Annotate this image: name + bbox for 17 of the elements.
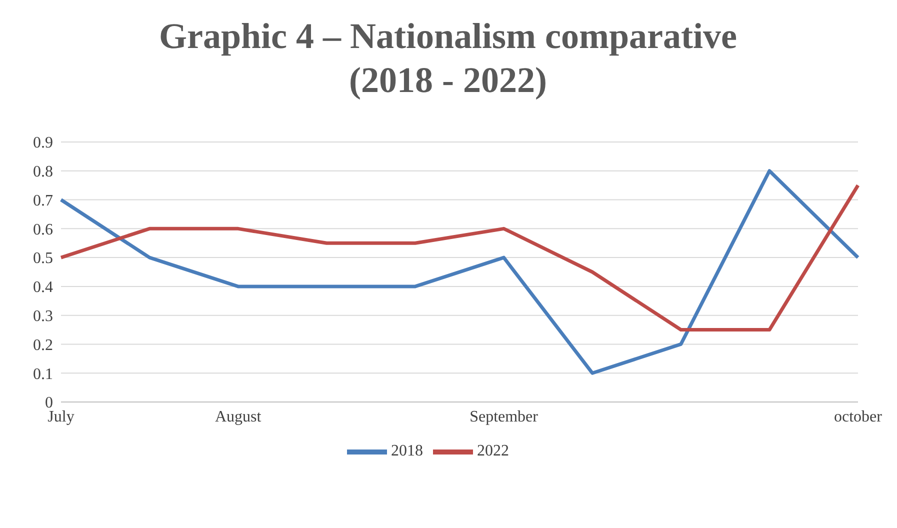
- legend-label: 2022: [477, 442, 509, 460]
- y-tick-label: 0.1: [33, 366, 53, 383]
- x-tick-label: August: [214, 408, 262, 426]
- y-tick-label: 0.7: [33, 192, 53, 210]
- x-tick-label: october: [834, 408, 883, 426]
- line-series: [59, 169, 860, 375]
- legend-label: 2018: [391, 442, 423, 460]
- y-tick-label: 0.6: [33, 221, 53, 238]
- y-tick-label: 0.5: [33, 250, 53, 268]
- y-tick-label: 0.9: [33, 134, 53, 152]
- x-tick-label: September: [470, 408, 539, 426]
- y-tick-label: 0.4: [33, 279, 53, 296]
- y-tick-label: 0.8: [33, 164, 53, 181]
- line-series: [59, 184, 860, 332]
- y-tick-label: 0.2: [33, 336, 53, 354]
- y-tick-label: 0.3: [33, 308, 53, 326]
- chart-title: Graphic 4 – Nationalism comparative (2018 - 2022): [158, 15, 738, 102]
